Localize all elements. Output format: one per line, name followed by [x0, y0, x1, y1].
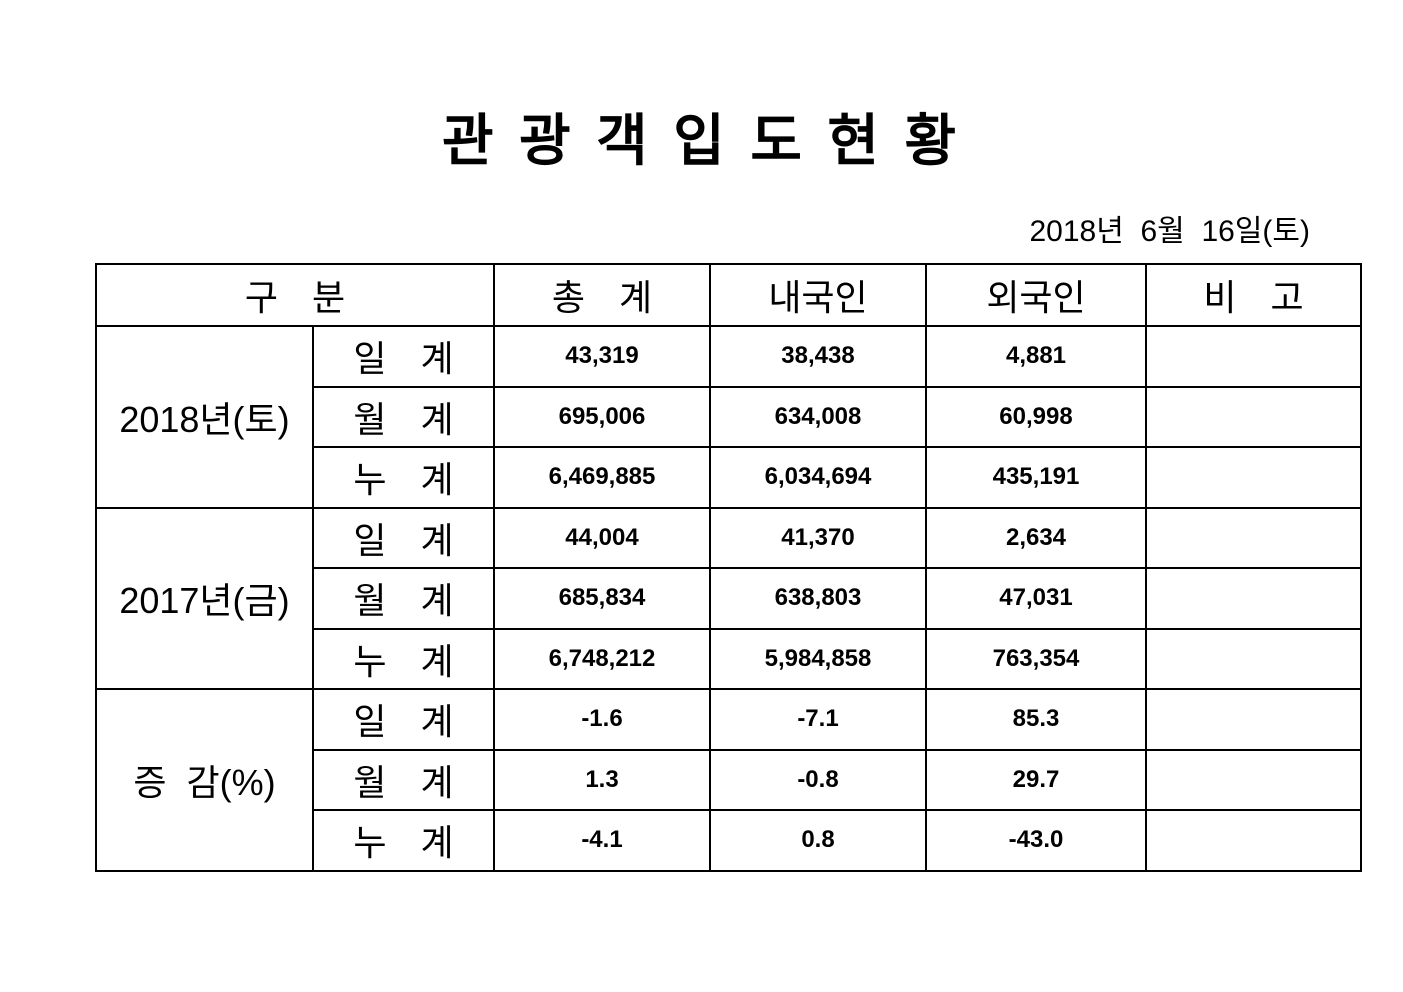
remarks-cell [1145, 809, 1362, 872]
foreign-value: 435,191 [925, 446, 1147, 509]
table-row-2018-daily: 2018년(토) 일 계 43,319 38,438 4,881 [95, 325, 1362, 509]
table-row-change-cumulative: 누 계 -4.1 0.8 -43.0 [96, 809, 1362, 872]
foreign-value: 85.3 [925, 688, 1147, 751]
domestic-value: 41,370 [709, 506, 927, 569]
total-value: 1.3 [493, 748, 711, 811]
period-cell: 누 계 [312, 446, 495, 509]
remarks-cell [1145, 385, 1362, 448]
remarks-cell [1145, 446, 1362, 509]
domestic-value: 634,008 [709, 385, 927, 448]
period-cell: 월 계 [312, 385, 495, 448]
year-cell-change-pct: 증 감(%) [95, 688, 314, 872]
period-cell: 일 계 [312, 688, 495, 751]
total-value: 6,469,885 [493, 446, 711, 509]
header-total: 총 계 [493, 263, 711, 327]
remarks-cell [1145, 688, 1362, 751]
remarks-cell [1145, 627, 1362, 690]
domestic-value: -7.1 [709, 688, 927, 751]
total-value: -4.1 [493, 809, 711, 872]
domestic-value: 5,984,858 [709, 627, 927, 690]
remarks-cell [1145, 567, 1362, 630]
period-cell: 일 계 [312, 325, 495, 388]
total-value: 695,006 [493, 385, 711, 448]
total-value: 6,748,212 [493, 627, 711, 690]
domestic-value: 638,803 [709, 567, 927, 630]
total-value: 44,004 [493, 506, 711, 569]
domestic-value: -0.8 [709, 748, 927, 811]
foreign-value: 4,881 [925, 325, 1147, 388]
foreign-value: 47,031 [925, 567, 1147, 630]
tourist-arrival-table: 구 분 총 계 내국인 외국인 비 고 2018년(토) 일 계 43,319 … [95, 263, 1362, 872]
remarks-cell [1145, 325, 1362, 388]
total-value: 685,834 [493, 567, 711, 630]
table-row-2018-monthly: 월 계 695,006 634,008 60,998 [96, 385, 1362, 448]
foreign-value: 763,354 [925, 627, 1147, 690]
table-row-change-monthly: 월 계 1.3 -0.8 29.7 [96, 748, 1362, 811]
foreign-value: -43.0 [925, 809, 1147, 872]
period-cell: 누 계 [312, 809, 495, 872]
remarks-cell [1145, 748, 1362, 811]
domestic-value: 0.8 [709, 809, 927, 872]
period-cell: 일 계 [312, 506, 495, 569]
total-value: 43,319 [493, 325, 711, 388]
header-remarks: 비 고 [1145, 263, 1362, 327]
year-cell-2017: 2017년(금) [95, 506, 314, 690]
table-row-2017-monthly: 월 계 685,834 638,803 47,031 [96, 567, 1362, 630]
year-cell-2018: 2018년(토) [95, 325, 314, 509]
remarks-cell [1145, 506, 1362, 569]
domestic-value: 6,034,694 [709, 446, 927, 509]
foreign-value: 2,634 [925, 506, 1147, 569]
header-category: 구 분 [95, 263, 495, 327]
table-row-change-daily: 증 감(%) 일 계 -1.6 -7.1 85.3 [95, 688, 1362, 872]
domestic-value: 38,438 [709, 325, 927, 388]
total-value: -1.6 [493, 688, 711, 751]
foreign-value: 60,998 [925, 385, 1147, 448]
period-cell: 누 계 [312, 627, 495, 690]
report-date: 2018년 6월 16일(토) [1029, 215, 1310, 248]
page-title: 관 광 객 입 도 현 황 [442, 109, 961, 172]
table-row-2017-cumulative: 누 계 6,748,212 5,984,858 763,354 [96, 627, 1362, 690]
period-cell: 월 계 [312, 567, 495, 630]
period-cell: 월 계 [312, 748, 495, 811]
header-foreign: 외국인 [925, 263, 1147, 327]
table-row-2018-cumulative: 누 계 6,469,885 6,034,694 435,191 [96, 446, 1362, 509]
header-row: 구 분 총 계 내국인 외국인 비 고 [95, 263, 1362, 327]
foreign-value: 29.7 [925, 748, 1147, 811]
header-domestic: 내국인 [709, 263, 927, 327]
table-row-2017-daily: 2017년(금) 일 계 44,004 41,370 2,634 [95, 506, 1362, 690]
